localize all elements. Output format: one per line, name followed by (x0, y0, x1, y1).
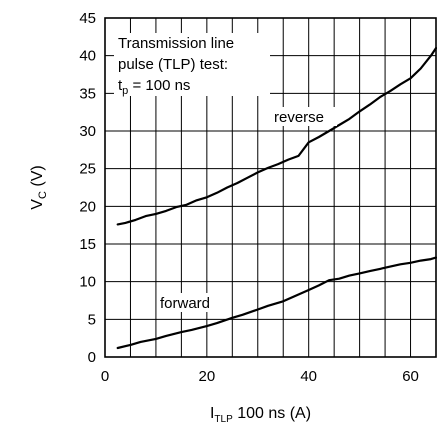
y-tick-label: 30 (79, 123, 96, 140)
forward-label-background (157, 293, 225, 312)
x-tick-label: 0 (101, 368, 109, 385)
series-line-reverse (116, 46, 437, 226)
y-tick-label: 25 (79, 161, 96, 178)
series-layer (116, 46, 437, 350)
annotation-line-1: Transmission line (118, 35, 234, 52)
x-axis-label: ITLP 100 ns (A) (210, 405, 311, 425)
reverse-label-background (271, 107, 337, 126)
plot-frame (104, 17, 437, 358)
y-axis-label: VC (V) (29, 165, 49, 209)
series-line-forward (116, 256, 437, 350)
x-tick-label: 60 (402, 368, 419, 385)
y-tick-label: 0 (88, 349, 96, 366)
tick-labels: 0 5 10 15 20 25 30 35 40 45 0 20 40 60 (79, 10, 419, 385)
annotation-background (114, 33, 270, 96)
series-label-forward: forward (160, 295, 210, 312)
y-tick-label: 15 (79, 236, 96, 253)
y-tick-label: 5 (88, 311, 96, 328)
annotation-line-3: tp = 100 ns (118, 77, 190, 97)
y-tick-label: 20 (79, 198, 96, 215)
annotation-line-2: pulse (TLP) test: (118, 56, 228, 73)
x-tick-label: 40 (300, 368, 317, 385)
series-label-reverse: reverse (274, 109, 324, 126)
y-tick-label: 45 (79, 10, 96, 27)
y-tick-label: 35 (79, 85, 96, 102)
y-tick-label: 10 (79, 274, 96, 291)
x-tick-label: 20 (199, 368, 216, 385)
y-tick-label: 40 (79, 48, 96, 65)
